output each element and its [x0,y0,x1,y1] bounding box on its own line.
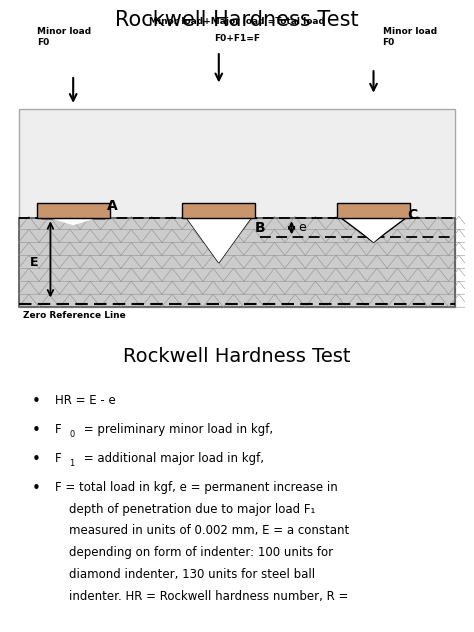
Polygon shape [187,219,251,263]
Polygon shape [187,219,251,263]
Text: •: • [32,423,41,438]
Text: HR = E - e: HR = E - e [55,394,116,406]
Text: •: • [32,394,41,409]
Text: F: F [55,423,62,435]
Text: F = total load in kgf, e = permanent increase in: F = total load in kgf, e = permanent inc… [55,481,338,494]
Text: depending on form of indenter: 100 units for: depending on form of indenter: 100 units… [69,546,333,559]
Text: Minor load
F0: Minor load F0 [383,27,437,47]
Bar [18,109,456,307]
Text: F0+F1=F: F0+F1=F [214,34,260,43]
Text: B: B [255,221,266,236]
Polygon shape [346,219,401,242]
Text: Rockwell Hardness Test: Rockwell Hardness Test [123,347,351,366]
Bar [37,203,109,219]
Text: C: C [408,208,418,222]
Bar [337,203,410,219]
Text: 0: 0 [70,430,75,439]
Text: indenter. HR = Rockwell hardness number, R =: indenter. HR = Rockwell hardness number,… [69,590,348,603]
Text: e: e [299,221,306,234]
Text: = additional major load in kgf,: = additional major load in kgf, [80,452,264,465]
Text: 1: 1 [70,459,75,468]
Text: diamond indenter, 130 units for steel ball: diamond indenter, 130 units for steel ba… [69,568,315,581]
Text: E: E [30,257,38,269]
Text: Minor load+Major load =Total load: Minor load+Major load =Total load [149,17,325,26]
Text: = preliminary minor load in kgf,: = preliminary minor load in kgf, [80,423,273,435]
Text: Rockwell Hardness Test: Rockwell Hardness Test [115,10,359,30]
Text: F: F [55,452,62,465]
Text: A: A [107,199,118,213]
Polygon shape [342,219,405,242]
Polygon shape [50,219,96,225]
Text: measured in units of 0.002 mm, E = a constant: measured in units of 0.002 mm, E = a con… [69,525,349,537]
Text: Zero Reference Line: Zero Reference Line [23,310,126,320]
Text: •: • [32,481,41,496]
Bar [18,219,456,307]
Bar [182,203,255,219]
Text: depth of penetration due to major load F₁: depth of penetration due to major load F… [69,502,315,516]
Text: Minor load
F0: Minor load F0 [37,27,91,47]
Text: •: • [32,452,41,467]
